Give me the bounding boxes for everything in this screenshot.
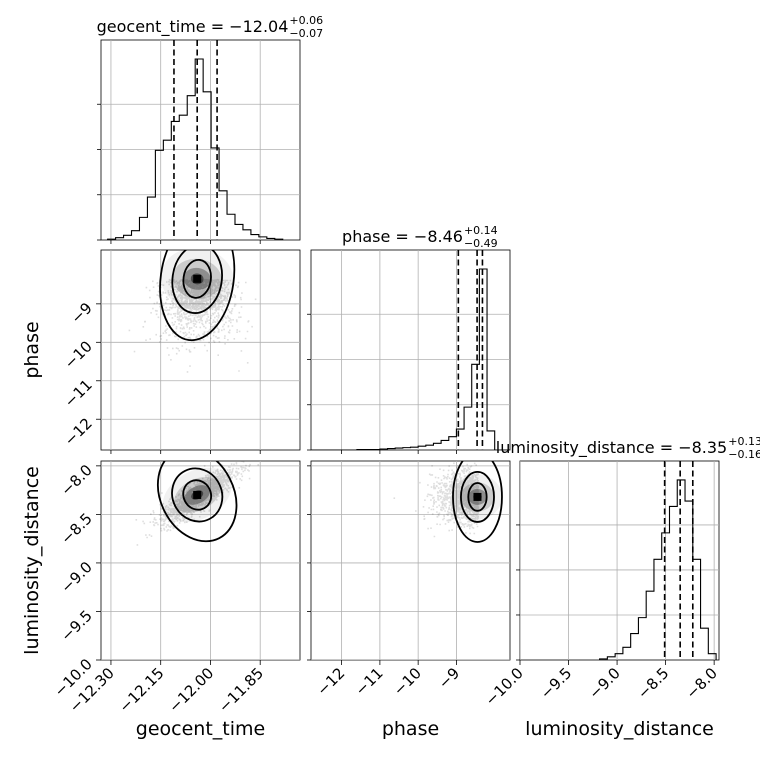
x-tick-label: −9.0 xyxy=(585,664,623,702)
contour-0 xyxy=(159,250,236,342)
hist-panel-geocent_time xyxy=(101,40,300,240)
x-axis-label-luminosity_distance: luminosity_distance xyxy=(525,718,714,740)
contour-0 xyxy=(452,461,503,543)
contour-0 xyxy=(157,461,238,543)
title-lower-error: −0.49 xyxy=(464,237,498,250)
title-upper-error: +0.14 xyxy=(464,224,498,237)
hist-panel-phase xyxy=(311,250,510,450)
density-peak xyxy=(193,490,202,499)
contour-1 xyxy=(171,250,223,314)
scatter-panel-geocent_time-vs-phase xyxy=(101,250,300,450)
sample-points xyxy=(393,461,480,538)
x-tick-label: −11 xyxy=(352,664,387,699)
histogram-geocent_time xyxy=(107,58,284,240)
contour-2 xyxy=(182,479,213,511)
x-tick-label: −11.85 xyxy=(215,664,267,716)
panel-frame xyxy=(100,39,301,241)
x-tick-label: −9.5 xyxy=(537,664,575,702)
y-tick-label: −9.0 xyxy=(57,558,95,596)
y-tick-label: −11 xyxy=(61,376,96,411)
y-tick-label: −8.0 xyxy=(57,461,95,499)
contour-1 xyxy=(171,467,224,523)
histogram-phase xyxy=(311,268,510,450)
histogram-luminosity_distance xyxy=(599,479,717,660)
contour-2 xyxy=(182,258,212,299)
title-upper-error: +0.13 xyxy=(728,435,760,448)
contour-2 xyxy=(467,482,488,512)
y-axis-label-phase: phase xyxy=(21,321,43,378)
x-tick-label: −9 xyxy=(435,664,463,692)
scatter-panel-phase-vs-luminosity_distance xyxy=(311,461,510,660)
contour-1 xyxy=(460,470,495,523)
panel-frame xyxy=(310,249,511,451)
x-tick-label: −10.0 xyxy=(482,664,527,709)
density-peak xyxy=(193,274,202,283)
panel-title-geocent_time: geocent_time = −12.04 xyxy=(97,17,289,37)
panel-frame xyxy=(519,460,720,661)
title-upper-error: +0.06 xyxy=(289,14,323,27)
x-axis-label-geocent_time: geocent_time xyxy=(136,718,265,740)
x-tick-label: −12.15 xyxy=(116,664,168,716)
density-peak xyxy=(473,492,482,501)
panel-title-luminosity_distance: luminosity_distance = −8.35 xyxy=(496,438,727,458)
x-tick-label: −10 xyxy=(390,664,425,699)
x-tick-label: −12.00 xyxy=(165,664,217,716)
y-axis-label-luminosity_distance: luminosity_distance xyxy=(21,466,43,655)
hist-panel-luminosity_distance xyxy=(520,461,719,660)
y-tick-label: −8.5 xyxy=(57,509,95,547)
panel-title-phase: phase = −8.46 xyxy=(342,227,463,246)
y-tick-label: −12 xyxy=(61,414,96,449)
x-tick-label: −8.0 xyxy=(682,664,720,702)
y-tick-label: −9 xyxy=(67,299,95,327)
title-lower-error: −0.07 xyxy=(289,27,323,40)
x-tick-label: −8.5 xyxy=(634,664,672,702)
x-axis-label-phase: phase xyxy=(382,718,439,740)
y-tick-label: −9.5 xyxy=(57,607,95,645)
scatter-panel-geocent_time-vs-luminosity_distance xyxy=(101,461,300,660)
y-tick-label: −10 xyxy=(61,337,96,372)
sample-points xyxy=(135,461,259,546)
title-lower-error: −0.16 xyxy=(728,448,760,461)
x-tick-label: −12 xyxy=(313,664,348,699)
panel-frame xyxy=(100,249,301,451)
